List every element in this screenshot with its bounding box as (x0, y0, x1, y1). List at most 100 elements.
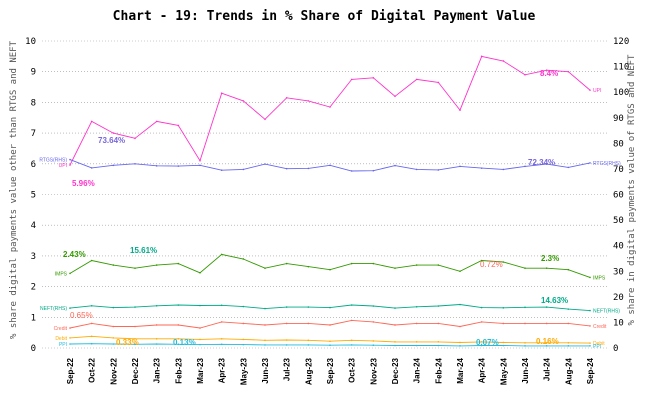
data-point (220, 92, 223, 94)
series-tag-end: UPI (593, 88, 601, 94)
data-point (372, 344, 375, 347)
data-point (589, 309, 591, 312)
data-point (437, 341, 440, 343)
y-right-tick-label: 110 (613, 63, 629, 73)
data-point (394, 341, 396, 343)
y-right-tick-label: 40 (613, 242, 624, 252)
data-point (350, 319, 353, 322)
data-point (112, 306, 115, 309)
data-point (545, 267, 548, 269)
data-point (524, 341, 526, 344)
data-point (69, 337, 71, 339)
data-annotation: 2.43% (63, 250, 86, 259)
gridlines (42, 40, 608, 349)
data-point (285, 344, 288, 346)
data-point (177, 262, 180, 265)
data-point (199, 327, 201, 329)
data-point (589, 162, 591, 164)
data-point (502, 322, 505, 325)
data-point (242, 343, 245, 346)
y-left-tick-label: 4 (31, 221, 36, 231)
data-point (372, 169, 375, 172)
data-point (524, 73, 526, 76)
data-point (329, 344, 331, 347)
data-annotation: 0.16% (536, 337, 559, 346)
data-point (502, 344, 505, 347)
data-point (134, 267, 136, 269)
data-point (155, 337, 158, 340)
data-point (134, 325, 136, 328)
data-point (350, 339, 353, 342)
data-point (502, 307, 505, 309)
y-right-tick-label: 100 (613, 88, 629, 98)
y-right-tick-label: 30 (613, 267, 624, 277)
x-tick-label: Sep-22 (66, 357, 75, 384)
x-tick-label: Sep-23 (326, 357, 335, 384)
data-point (372, 262, 375, 265)
data-point (394, 95, 396, 98)
data-point (459, 270, 461, 273)
data-point (589, 89, 591, 91)
x-tick-label: Jan-23 (153, 357, 162, 383)
y-left-tick-label: 7 (31, 129, 36, 139)
data-point (220, 253, 223, 256)
data-point (155, 304, 158, 307)
x-tick-label: Apr-24 (478, 357, 487, 383)
data-point (480, 321, 483, 323)
data-point (350, 262, 353, 265)
series-tag-start: RTGS(RHS) (39, 158, 67, 164)
x-tick-label: Jul-24 (543, 357, 552, 381)
data-point (459, 341, 461, 344)
series-tag-start: UPI (59, 163, 67, 169)
x-tick-label: May-24 (499, 357, 508, 385)
x-tick-label: Apr-23 (218, 357, 227, 383)
data-point (242, 305, 245, 308)
data-annotation: 8.4% (540, 69, 558, 78)
data-point (545, 163, 548, 165)
data-point (437, 264, 440, 266)
data-point (264, 339, 266, 342)
data-point (307, 339, 310, 342)
data-point (502, 168, 505, 171)
x-tick-label: Dec-23 (391, 357, 400, 384)
series-tag-start: Credit (54, 326, 68, 332)
data-point (90, 167, 93, 169)
data-point (242, 338, 245, 341)
data-annotation: 15.61% (130, 246, 157, 255)
data-point (415, 344, 418, 347)
data-point (437, 344, 440, 347)
data-point (459, 303, 461, 306)
data-point (69, 272, 71, 275)
data-point (90, 304, 93, 307)
y-left-tick-label: 1 (31, 313, 36, 323)
x-tick-label: Oct-23 (348, 357, 357, 382)
data-point (242, 258, 245, 260)
data-point (264, 163, 266, 165)
data-point (394, 164, 396, 167)
data-point (524, 306, 526, 309)
data-point (480, 344, 483, 347)
data-point (545, 69, 548, 71)
data-point (134, 343, 136, 346)
data-point (307, 306, 310, 308)
data-point (112, 132, 115, 134)
data-point (394, 324, 396, 326)
data-point (567, 341, 570, 344)
data-annotation: 0.65% (70, 311, 93, 320)
data-point (264, 344, 266, 346)
data-point (307, 265, 310, 268)
data-point (350, 304, 353, 306)
data-point (329, 340, 331, 343)
data-point (567, 345, 570, 347)
data-point (437, 305, 440, 307)
y-left-tick-label: 6 (31, 160, 36, 170)
y-axis-left-ticks: 0 1 2 3 4 5 6 7 8 9 10 (25, 37, 36, 354)
x-tick-label: Jul-23 (283, 357, 292, 381)
x-axis-ticks: Sep-22 Oct-22 Nov-22 Dec-22 Jan-23 Feb-23 Mar-… (66, 357, 595, 385)
data-point (589, 325, 591, 327)
data-point (437, 81, 440, 84)
x-tick-label: Nov-23 (369, 357, 378, 384)
data-annotation: 73.64% (98, 136, 125, 145)
data-point (437, 169, 440, 171)
data-point (329, 306, 331, 309)
